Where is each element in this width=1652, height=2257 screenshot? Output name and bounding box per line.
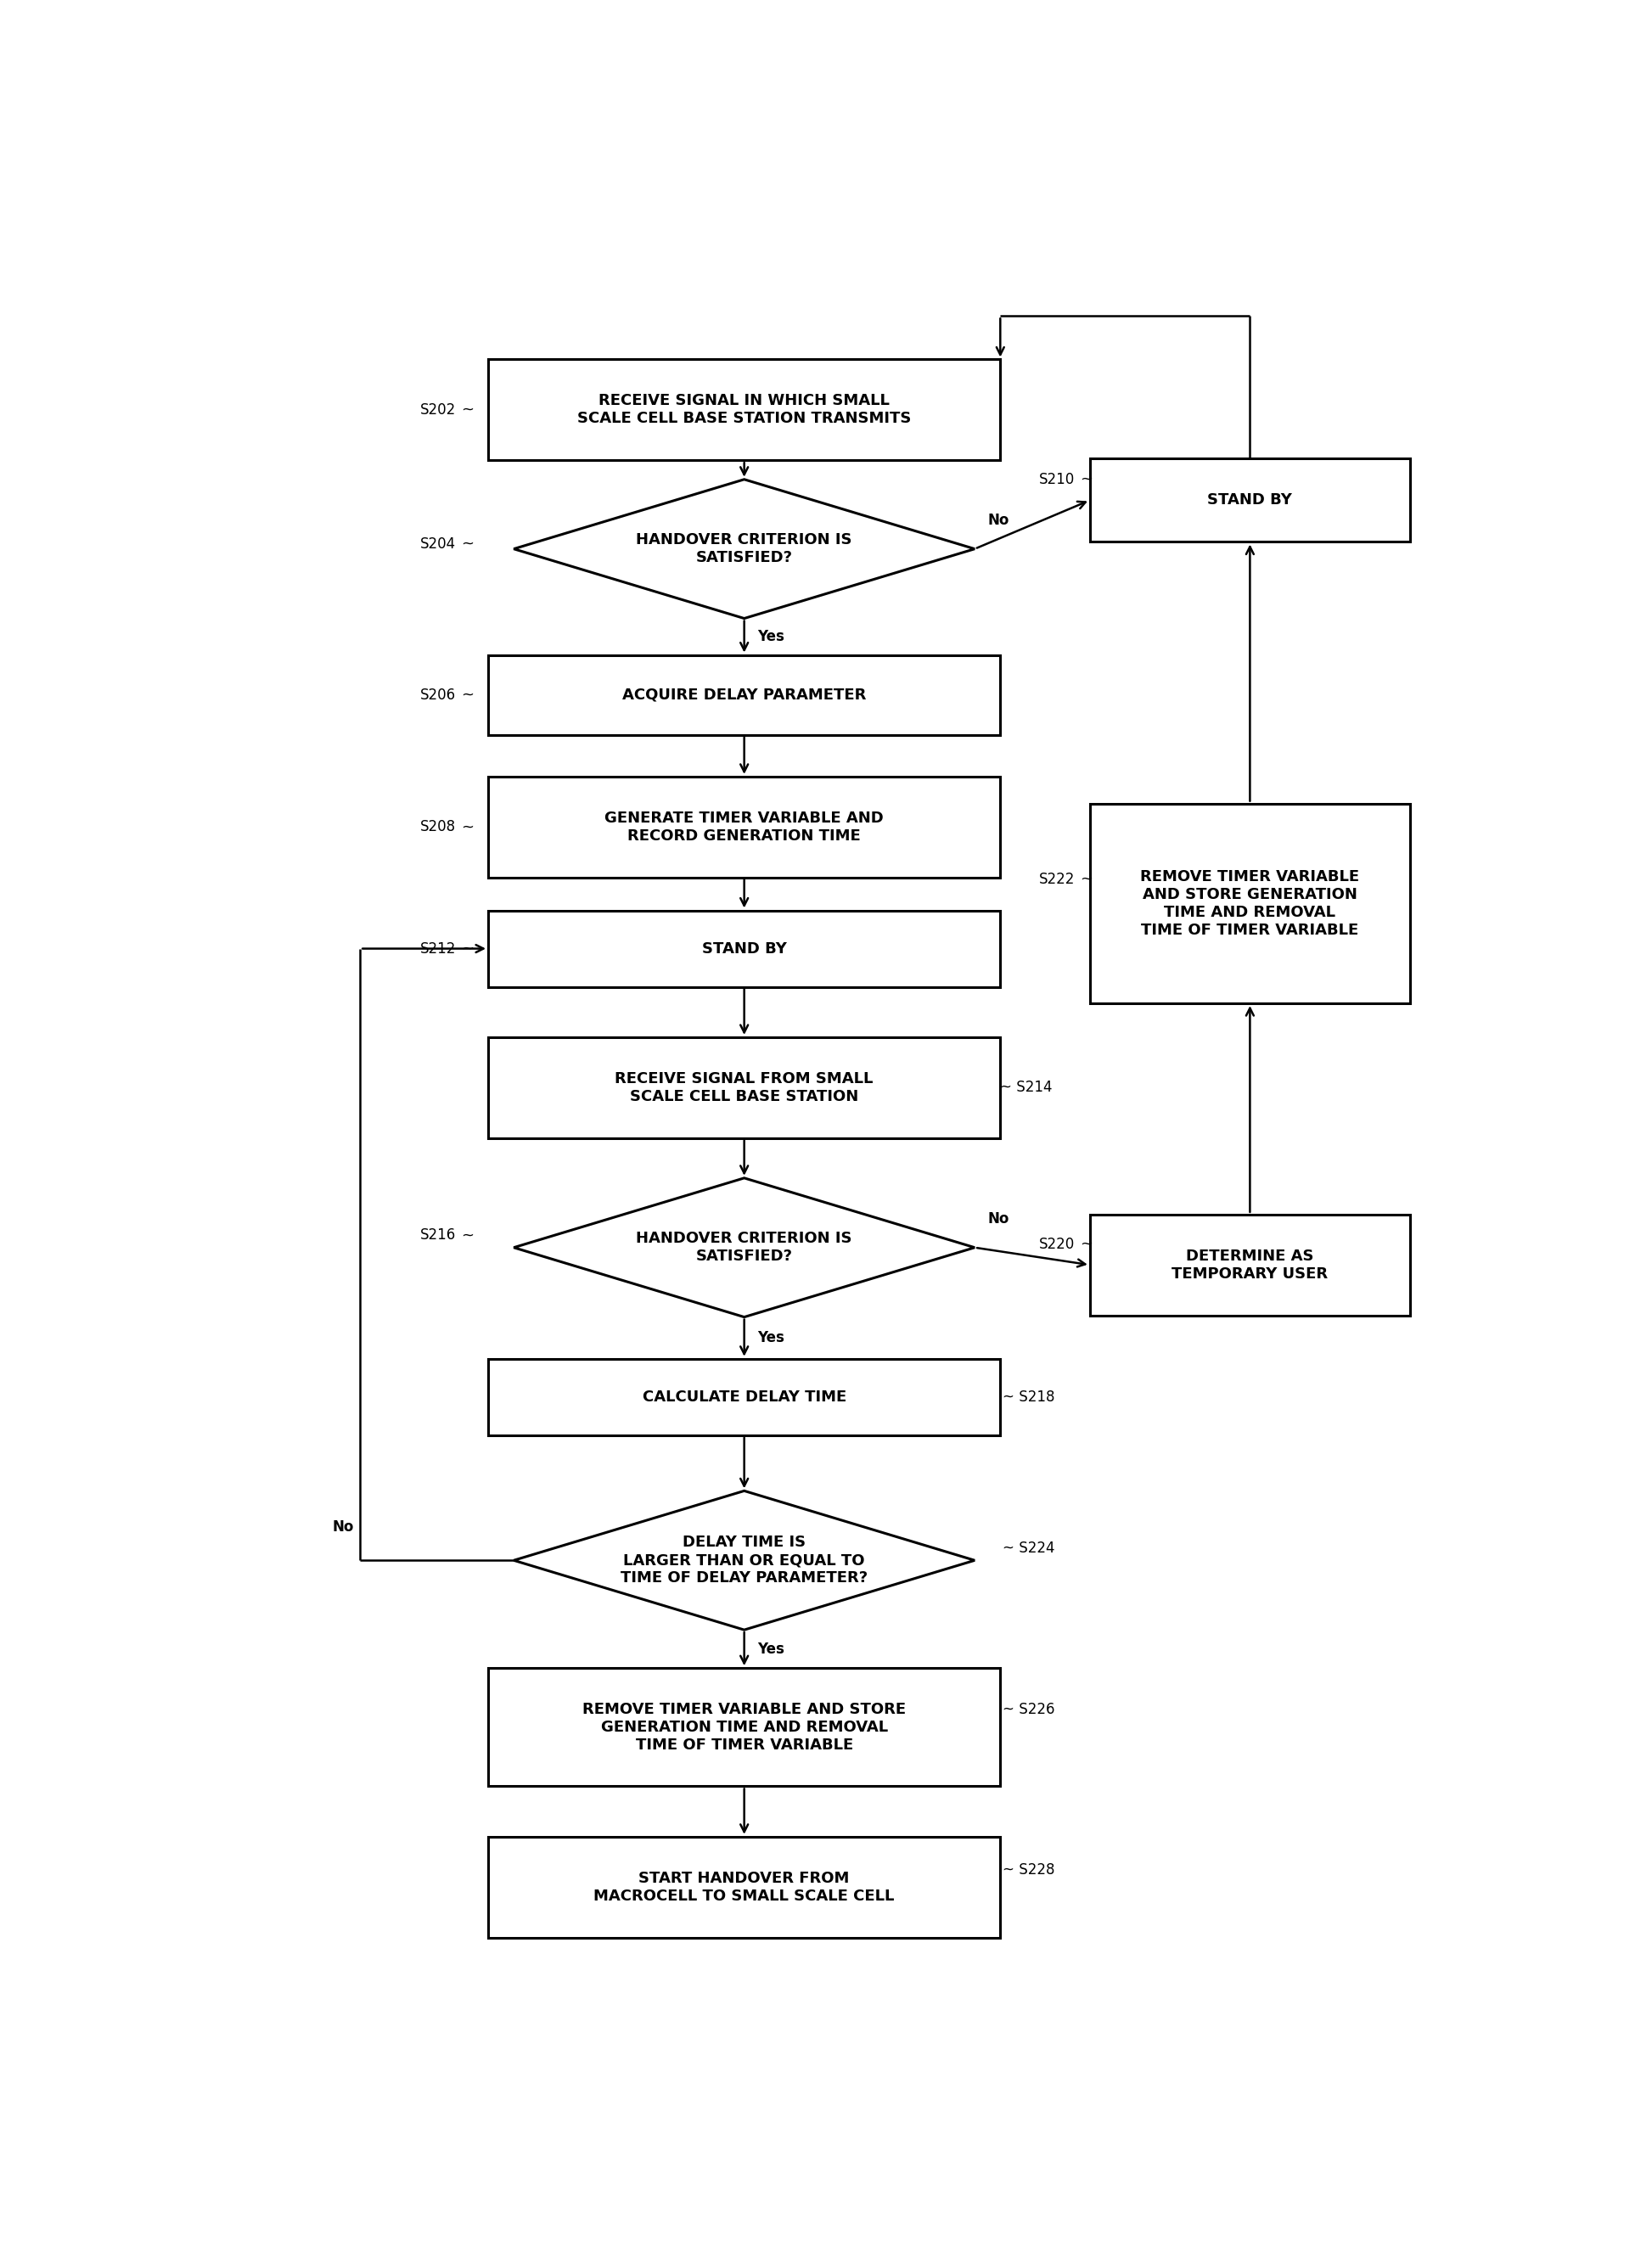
Text: ~: ~ <box>1080 871 1092 887</box>
Text: Yes: Yes <box>757 630 785 643</box>
Text: S212: S212 <box>420 941 456 957</box>
Text: STAND BY: STAND BY <box>702 941 786 957</box>
Text: RECEIVE SIGNAL IN WHICH SMALL
SCALE CELL BASE STATION TRANSMITS: RECEIVE SIGNAL IN WHICH SMALL SCALE CELL… <box>577 393 912 427</box>
Text: ~: ~ <box>461 537 474 551</box>
Text: ~: ~ <box>461 1228 474 1244</box>
Text: ACQUIRE DELAY PARAMETER: ACQUIRE DELAY PARAMETER <box>623 686 866 702</box>
Text: S220: S220 <box>1039 1237 1074 1253</box>
Polygon shape <box>514 478 975 618</box>
Text: CALCULATE DELAY TIME: CALCULATE DELAY TIME <box>643 1390 846 1404</box>
Text: ~: ~ <box>1080 1237 1092 1253</box>
Text: S222: S222 <box>1039 871 1074 887</box>
FancyBboxPatch shape <box>1090 1214 1411 1316</box>
Text: No: No <box>332 1519 354 1535</box>
Text: S202: S202 <box>420 402 456 418</box>
Text: ~: ~ <box>461 941 474 957</box>
Text: S216: S216 <box>420 1228 456 1244</box>
Text: S204: S204 <box>420 537 456 551</box>
FancyBboxPatch shape <box>489 655 999 736</box>
Text: STAND BY: STAND BY <box>1208 492 1292 508</box>
FancyBboxPatch shape <box>1090 458 1411 542</box>
Text: RECEIVE SIGNAL FROM SMALL
SCALE CELL BASE STATION: RECEIVE SIGNAL FROM SMALL SCALE CELL BAS… <box>615 1072 874 1104</box>
Text: ~ S224: ~ S224 <box>1003 1542 1056 1555</box>
Text: REMOVE TIMER VARIABLE AND STORE
GENERATION TIME AND REMOVAL
TIME OF TIMER VARIAB: REMOVE TIMER VARIABLE AND STORE GENERATI… <box>583 1702 905 1751</box>
Polygon shape <box>514 1492 975 1630</box>
FancyBboxPatch shape <box>489 1038 999 1138</box>
Text: GENERATE TIMER VARIABLE AND
RECORD GENERATION TIME: GENERATE TIMER VARIABLE AND RECORD GENER… <box>605 810 884 844</box>
Text: ~ S218: ~ S218 <box>1003 1390 1056 1404</box>
Text: ~ S228: ~ S228 <box>1003 1862 1056 1878</box>
Text: ~: ~ <box>1080 472 1092 488</box>
FancyBboxPatch shape <box>489 910 999 986</box>
Text: ~: ~ <box>461 686 474 702</box>
Text: START HANDOVER FROM
MACROCELL TO SMALL SCALE CELL: START HANDOVER FROM MACROCELL TO SMALL S… <box>593 1871 895 1903</box>
Polygon shape <box>514 1178 975 1318</box>
Text: ~ S214: ~ S214 <box>999 1081 1052 1095</box>
FancyBboxPatch shape <box>489 1359 999 1435</box>
Text: S206: S206 <box>420 686 456 702</box>
Text: S210: S210 <box>1039 472 1074 488</box>
FancyBboxPatch shape <box>489 1668 999 1785</box>
Text: HANDOVER CRITERION IS
SATISFIED?: HANDOVER CRITERION IS SATISFIED? <box>636 1230 852 1264</box>
Text: No: No <box>988 1212 1009 1228</box>
FancyBboxPatch shape <box>1090 803 1411 1004</box>
Text: DETERMINE AS
TEMPORARY USER: DETERMINE AS TEMPORARY USER <box>1171 1248 1328 1282</box>
FancyBboxPatch shape <box>489 1837 999 1937</box>
Text: No: No <box>988 512 1009 528</box>
Text: Yes: Yes <box>757 1329 785 1345</box>
Text: ~: ~ <box>461 402 474 418</box>
Text: ~: ~ <box>461 819 474 835</box>
Text: Yes: Yes <box>757 1641 785 1657</box>
Text: DELAY TIME IS
LARGER THAN OR EQUAL TO
TIME OF DELAY PARAMETER?: DELAY TIME IS LARGER THAN OR EQUAL TO TI… <box>621 1535 867 1587</box>
Text: ~ S226: ~ S226 <box>1003 1702 1056 1718</box>
FancyBboxPatch shape <box>489 776 999 878</box>
Text: S208: S208 <box>420 819 456 835</box>
Text: REMOVE TIMER VARIABLE
AND STORE GENERATION
TIME AND REMOVAL
TIME OF TIMER VARIAB: REMOVE TIMER VARIABLE AND STORE GENERATI… <box>1140 869 1360 937</box>
FancyBboxPatch shape <box>489 359 999 460</box>
Text: HANDOVER CRITERION IS
SATISFIED?: HANDOVER CRITERION IS SATISFIED? <box>636 533 852 564</box>
